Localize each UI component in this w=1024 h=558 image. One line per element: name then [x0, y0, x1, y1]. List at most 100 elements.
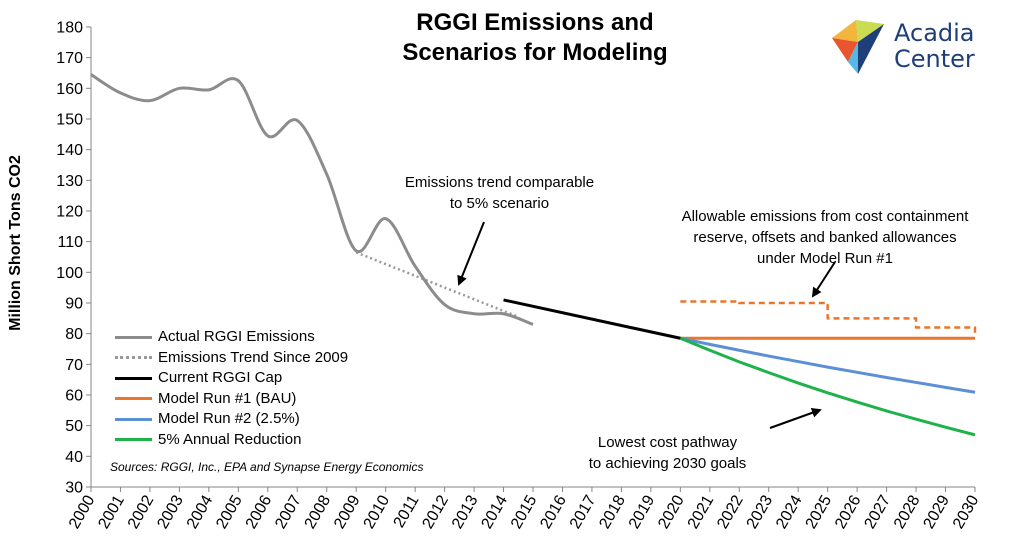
- x-tick-label: 2004: [184, 492, 217, 531]
- y-tick-label: 140: [56, 142, 83, 159]
- allowable-note-line-3: under Model Run #1: [757, 250, 893, 267]
- lowest-note-line-1: Lowest cost pathway: [597, 434, 738, 451]
- legend-swatch-actual: [115, 335, 152, 339]
- logo-text: Acadia Center: [894, 20, 975, 72]
- x-tick-label: 2025: [803, 492, 836, 531]
- x-tick-label: 2030: [950, 492, 983, 531]
- x-tick-label: 2024: [773, 492, 806, 531]
- chart-title: RGGI Emissions and Scenarios for Modelin…: [330, 8, 740, 68]
- y-tick-label: 90: [65, 296, 83, 313]
- allowable-note-line-2: reserve, offsets and banked allowances: [693, 229, 957, 246]
- x-tick-label: 2002: [125, 492, 158, 531]
- x-tick-labels: 2000200120022003200420052006200720082009…: [66, 492, 983, 531]
- sources-note: Sources: RGGI, Inc., EPA and Synapse Ene…: [110, 460, 424, 474]
- y-tick-label: 80: [65, 326, 83, 343]
- legend-item-trend: Emissions Trend Since 2009: [115, 348, 348, 369]
- x-tick-label: 2027: [862, 492, 895, 531]
- series-line-red5: [679, 336, 976, 437]
- legend-item-cap: Current RGGI Cap: [115, 368, 348, 389]
- x-tick-label: 2014: [478, 492, 511, 531]
- x-tick-label: 2011: [391, 492, 423, 530]
- y-tick-label: 150: [56, 112, 83, 129]
- x-tick-label: 2019: [626, 492, 659, 531]
- legend-label-cap: Current RGGI Cap: [158, 369, 283, 386]
- x-tick-label: 2003: [154, 492, 187, 531]
- allowable-note: Allowable emissions from cost containmen…: [650, 206, 1000, 269]
- title-line-2: Scenarios for Modeling: [402, 39, 668, 66]
- legend: Actual RGGI Emissions Emissions Trend Si…: [115, 327, 348, 450]
- y-tick-label: 50: [65, 418, 83, 435]
- x-tick-label: 2022: [714, 492, 747, 531]
- y-tick-label: 180: [56, 20, 83, 37]
- y-tick-labels: 30 40 50 60 70 80 90 100 110 120 130 140 150 160 170 18…: [56, 20, 83, 497]
- lowest-note-line-2: to achieving 2030 goals: [588, 455, 747, 472]
- y-axis-label: Million Short Tons CO2: [7, 155, 24, 331]
- legend-swatch-run1: [115, 397, 152, 401]
- x-tick-label: 2016: [537, 492, 570, 531]
- trend-note-line-2: to 5% scenario: [449, 195, 550, 212]
- y-tick-label: 40: [65, 449, 83, 466]
- y-tick-label: 120: [56, 204, 83, 221]
- x-tick-label: 2020: [655, 492, 688, 531]
- series-line-run2: [680, 336, 976, 394]
- x-tick-label: 2026: [832, 492, 865, 531]
- legend-swatch-run2: [115, 417, 152, 421]
- x-tick-label: 2010: [361, 492, 394, 531]
- x-tick-label: 2029: [920, 492, 953, 531]
- title-line-1: RGGI Emissions and: [416, 9, 654, 36]
- legend-label-run1: Model Run #1 (BAU): [158, 389, 297, 407]
- x-tick-label: 2018: [596, 492, 629, 531]
- y-tick-label: 170: [56, 50, 83, 67]
- acadia-center-logo: Acadia Center: [828, 16, 1008, 78]
- x-tick-label: 2023: [744, 492, 777, 531]
- trend-note: Emissions trend comparable to 5% scenari…: [392, 172, 607, 214]
- y-tick-label: 110: [57, 234, 83, 251]
- allow-note-arrow: [811, 261, 836, 298]
- series-line-actual: [90, 73, 534, 326]
- x-tick-label: 2009: [331, 492, 364, 531]
- x-tick-label: 2017: [567, 492, 600, 531]
- x-tick-label: 2000: [66, 492, 99, 531]
- x-tick-label: 2015: [508, 492, 541, 531]
- x-tick-label: 2012: [420, 492, 453, 531]
- series-line-trend: [355, 251, 519, 318]
- logo-line-1: Acadia: [894, 19, 975, 47]
- legend-item-red5: 5% Annual Reduction: [115, 430, 348, 451]
- y-tick-label: 60: [65, 388, 83, 405]
- x-tick-label: 2013: [449, 492, 482, 531]
- y-tick-label: 70: [65, 357, 83, 374]
- y-tick-label: 100: [56, 265, 83, 282]
- legend-item-run2: Model Run #2 (2.5%): [115, 409, 348, 430]
- x-tick-label: 2005: [213, 492, 246, 531]
- logo-line-2: Center: [894, 45, 975, 73]
- legend-label-run2: Model Run #2 (2.5%): [158, 410, 300, 427]
- x-tick-label: 2006: [243, 492, 276, 531]
- x-tick-label: 2007: [272, 492, 305, 531]
- legend-item-actual: Actual RGGI Emissions: [115, 327, 348, 348]
- allowable-note-line-1: Allowable emissions from cost containmen…: [681, 208, 969, 225]
- axes: [86, 26, 976, 492]
- series-line-allow: [680, 300, 977, 334]
- x-tick-label: 2021: [685, 492, 718, 531]
- legend-label-actual: Actual RGGI Emissions: [158, 328, 315, 345]
- series-line-cap: [503, 298, 681, 340]
- x-tick-label: 2008: [302, 492, 335, 531]
- y-tick-label: 160: [56, 81, 83, 98]
- legend-label-red5: 5% Annual Reduction: [158, 430, 302, 448]
- legend-label-trend: Emissions Trend Since 2009: [158, 348, 349, 366]
- logo-mark-icon: [832, 20, 884, 74]
- lowest-note-arrow: [769, 408, 822, 429]
- y-tick-label: 30: [65, 480, 83, 497]
- x-tick-label: 2001: [95, 492, 128, 531]
- trend-note-line-1: Emissions trend comparable: [404, 174, 595, 191]
- trend-note-arrow: [457, 221, 485, 286]
- legend-swatch-red5: [115, 438, 152, 442]
- legend-item-run1: Model Run #1 (BAU): [115, 389, 348, 410]
- series-lines: [90, 73, 977, 437]
- legend-swatch-trend: [115, 356, 152, 360]
- x-tick-label: 2028: [891, 492, 924, 531]
- legend-swatch-cap: [115, 376, 152, 380]
- lowest-cost-note: Lowest cost pathway to achieving 2030 go…: [565, 432, 770, 474]
- y-tick-label: 130: [56, 173, 83, 190]
